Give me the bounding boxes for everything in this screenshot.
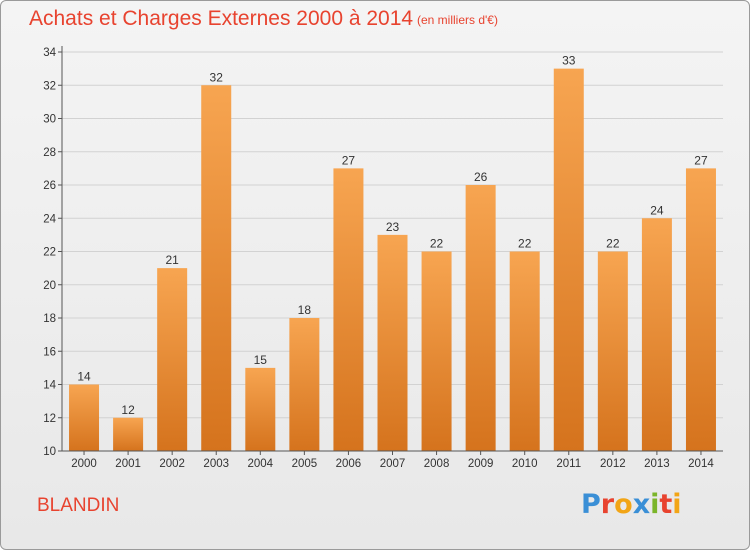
value-label: 24 xyxy=(650,203,664,217)
bar-2009[interactable] xyxy=(465,185,496,451)
y-tick-label: 24 xyxy=(43,213,56,225)
logo-letter: i xyxy=(650,489,660,520)
value-label: 12 xyxy=(121,403,135,417)
y-tick-label: 12 xyxy=(43,413,56,425)
x-tick-label: 2007 xyxy=(380,458,406,470)
logo-letter: P xyxy=(581,489,601,520)
bar-2004[interactable] xyxy=(245,367,276,451)
bar-2005[interactable] xyxy=(289,318,320,451)
value-label: 15 xyxy=(254,353,268,367)
bar-2010[interactable] xyxy=(509,251,540,452)
bar-2012[interactable] xyxy=(597,251,628,452)
y-tick-label: 26 xyxy=(43,180,56,192)
y-tick-label: 22 xyxy=(43,247,56,259)
x-tick-label: 2004 xyxy=(248,458,274,470)
bar-2008[interactable] xyxy=(421,251,452,452)
value-label: 27 xyxy=(342,153,356,167)
commune-name: BLANDIN xyxy=(37,495,120,516)
chart-title: Achats et Charges Externes 2000 à 2014 xyxy=(29,7,414,30)
y-tick-label: 20 xyxy=(43,280,56,292)
bar-2002[interactable] xyxy=(157,268,188,451)
x-tick-label: 2012 xyxy=(600,458,626,470)
logo-letter: x xyxy=(632,489,651,520)
bar-2014[interactable] xyxy=(685,168,716,451)
x-tick-label: 2013 xyxy=(644,458,670,470)
x-tick-label: 2000 xyxy=(71,458,97,470)
x-tick-label: 2001 xyxy=(115,458,141,470)
value-label: 23 xyxy=(386,220,400,234)
y-tick-label: 34 xyxy=(43,47,56,59)
value-label: 32 xyxy=(210,70,224,84)
bar-2000[interactable] xyxy=(69,384,100,452)
bar-2013[interactable] xyxy=(641,218,672,451)
x-tick-label: 2002 xyxy=(159,458,185,470)
value-label: 26 xyxy=(474,170,488,184)
value-label: 22 xyxy=(606,237,620,251)
value-label: 18 xyxy=(298,303,312,317)
x-tick-label: 2003 xyxy=(203,458,229,470)
y-tick-label: 28 xyxy=(43,147,56,159)
x-tick-label: 2014 xyxy=(688,458,714,470)
y-tick-label: 10 xyxy=(43,446,56,458)
y-tick-label: 32 xyxy=(43,80,56,92)
x-tick-label: 2008 xyxy=(424,458,450,470)
x-tick-label: 2006 xyxy=(336,458,362,470)
logo-letter: i xyxy=(672,489,682,520)
bar-2011[interactable] xyxy=(553,68,584,451)
value-label: 33 xyxy=(562,54,576,68)
bar-2007[interactable] xyxy=(377,234,408,451)
value-label: 22 xyxy=(518,237,532,251)
x-tick-label: 2011 xyxy=(556,458,581,470)
value-label: 27 xyxy=(694,153,708,167)
y-tick-label: 14 xyxy=(43,380,56,392)
x-tick-label: 2005 xyxy=(292,458,318,470)
bar-2001[interactable] xyxy=(113,417,144,451)
value-label: 21 xyxy=(165,253,179,267)
logo-letter: r xyxy=(600,489,615,520)
proxiti-logo[interactable]: Proxiti xyxy=(581,489,682,520)
value-label: 22 xyxy=(430,237,444,251)
x-tick-label: 2009 xyxy=(468,458,494,470)
value-label: 14 xyxy=(77,370,91,384)
y-tick-label: 30 xyxy=(43,114,56,126)
bar-2006[interactable] xyxy=(333,168,364,451)
x-tick-label: 2010 xyxy=(512,458,538,470)
y-tick-label: 16 xyxy=(43,346,56,358)
logo-letter: t xyxy=(659,489,673,520)
y-tick-label: 18 xyxy=(43,313,56,325)
bar-2003[interactable] xyxy=(201,85,232,451)
logo-letter: o xyxy=(614,489,633,520)
chart-subtitle: (en milliers d'€) xyxy=(417,13,498,27)
